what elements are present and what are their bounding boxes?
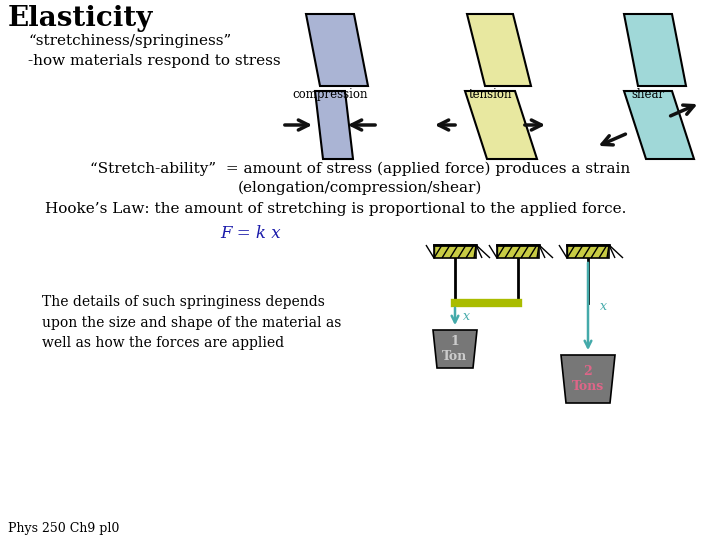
Text: Phys 250 Ch9 pl0: Phys 250 Ch9 pl0 bbox=[8, 522, 120, 535]
Text: “stretchiness/springiness”: “stretchiness/springiness” bbox=[28, 34, 231, 48]
Text: Elasticity: Elasticity bbox=[8, 5, 153, 32]
Text: F = k x: F = k x bbox=[220, 225, 281, 242]
Polygon shape bbox=[465, 91, 537, 159]
Text: tension: tension bbox=[468, 88, 512, 101]
Text: Hooke’s Law: the amount of stretching is proportional to the applied force.: Hooke’s Law: the amount of stretching is… bbox=[45, 202, 626, 216]
Text: 2
Tons: 2 Tons bbox=[572, 365, 604, 393]
Text: “Stretch-ability”  = amount of stress (applied force) produces a strain: “Stretch-ability” = amount of stress (ap… bbox=[90, 162, 630, 177]
Text: x: x bbox=[600, 300, 607, 313]
Polygon shape bbox=[624, 14, 686, 86]
Polygon shape bbox=[624, 91, 694, 159]
Polygon shape bbox=[306, 14, 368, 86]
Text: -how materials respond to stress: -how materials respond to stress bbox=[28, 54, 281, 68]
Text: x: x bbox=[463, 310, 470, 323]
Bar bbox=[567, 245, 609, 258]
Text: compression: compression bbox=[292, 88, 368, 101]
Text: The details of such springiness depends
upon the size and shape of the material : The details of such springiness depends … bbox=[42, 295, 341, 350]
Text: (elongation/compression/shear): (elongation/compression/shear) bbox=[238, 181, 482, 195]
Bar bbox=[497, 245, 539, 258]
Polygon shape bbox=[433, 330, 477, 368]
Polygon shape bbox=[467, 14, 531, 86]
Bar bbox=[434, 245, 476, 258]
Polygon shape bbox=[561, 355, 615, 403]
Text: shear: shear bbox=[631, 88, 665, 101]
Text: 1
Ton: 1 Ton bbox=[442, 335, 467, 363]
Polygon shape bbox=[315, 91, 353, 159]
